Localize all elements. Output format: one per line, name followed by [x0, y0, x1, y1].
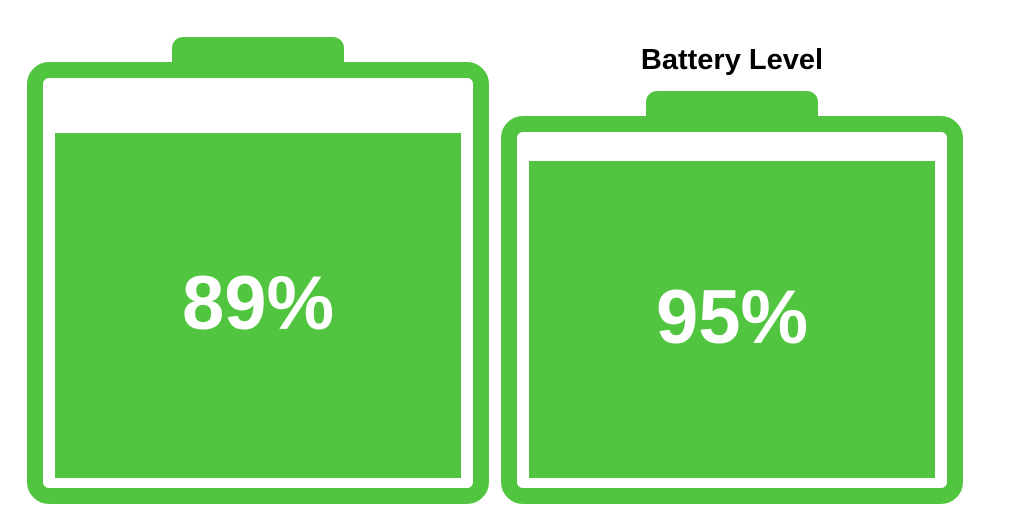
battery-gauge-2: 95%	[501, 91, 963, 504]
battery-fill	[55, 132, 461, 478]
battery-percentage: 95%	[655, 275, 809, 361]
battery-fill	[529, 160, 935, 478]
battery-gauge-1: 89%	[27, 37, 489, 504]
battery-percentage: 89%	[181, 261, 335, 347]
chart-title: Battery Level	[640, 44, 824, 76]
